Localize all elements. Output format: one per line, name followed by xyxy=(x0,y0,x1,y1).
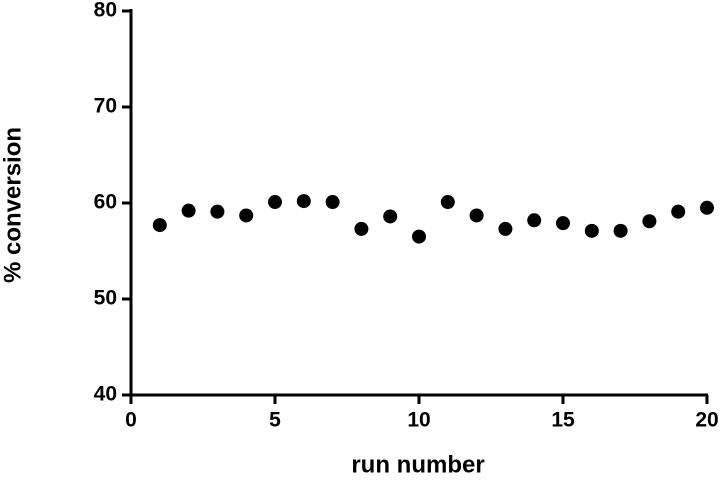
data-point xyxy=(239,208,254,223)
y-tick-label: 50 xyxy=(94,287,117,310)
data-point xyxy=(210,204,225,219)
data-point xyxy=(642,214,657,229)
y-axis-title: % conversion xyxy=(0,127,26,283)
x-tick-label: 20 xyxy=(695,409,718,432)
y-tick-label: 40 xyxy=(94,383,117,406)
y-tick-label: 70 xyxy=(94,95,117,118)
data-point xyxy=(469,208,484,223)
data-point xyxy=(613,223,628,238)
data-point xyxy=(383,209,398,224)
x-tick-label: 10 xyxy=(407,409,430,432)
data-point xyxy=(700,200,714,215)
data-point xyxy=(556,216,570,231)
data-point xyxy=(296,194,311,209)
data-point xyxy=(527,213,542,228)
data-point xyxy=(152,218,167,233)
data-point xyxy=(412,229,426,244)
data-point xyxy=(354,221,369,236)
data-point xyxy=(325,195,340,210)
data-point xyxy=(584,223,599,238)
x-tick-label: 0 xyxy=(125,409,137,432)
y-tick-label: 80 xyxy=(94,0,117,22)
data-point xyxy=(440,195,455,210)
data-point xyxy=(498,221,513,236)
x-axis-title: run number xyxy=(351,451,484,478)
data-point xyxy=(181,203,196,218)
data-point xyxy=(268,195,282,210)
y-tick-label: 60 xyxy=(94,191,117,214)
x-tick-label: 15 xyxy=(551,409,575,432)
data-point xyxy=(671,204,686,219)
x-tick-label: 5 xyxy=(269,409,281,432)
